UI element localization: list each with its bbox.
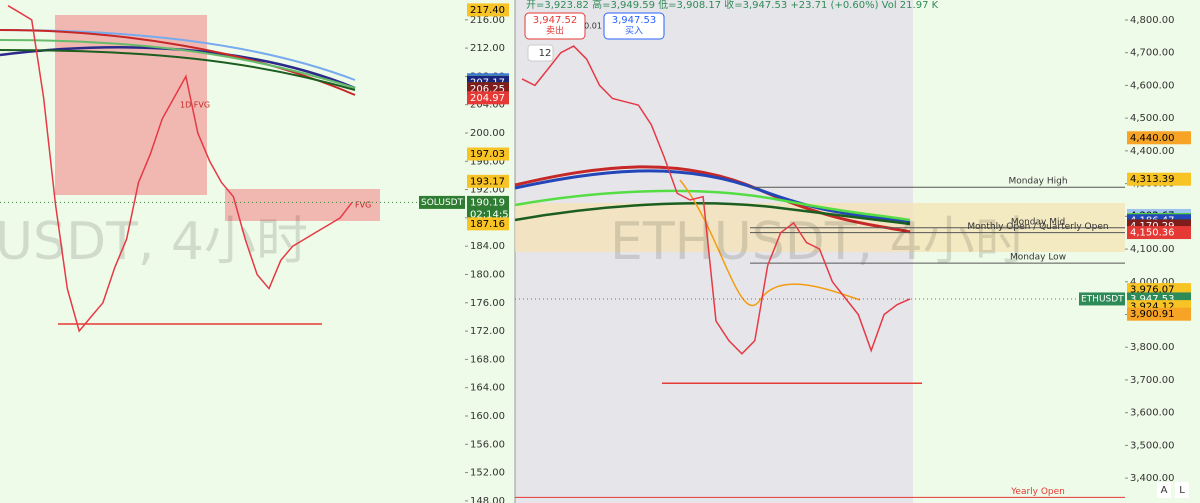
y-tick-label: 4,000.00	[1130, 277, 1175, 288]
watermark: ETHUSDT, 4小时	[610, 212, 1027, 272]
countdown: 02:14:50	[470, 209, 515, 220]
y-tick-label: 200.00	[470, 128, 505, 139]
level-label: Monday Mid	[1011, 217, 1065, 227]
ma-line	[679, 179, 861, 307]
price-tag-label: 190.19	[470, 197, 505, 208]
price-tag	[467, 217, 509, 231]
price-tag-label: 217.40	[470, 5, 505, 16]
ma-line	[514, 189, 911, 222]
y-tick-label: 160.00	[470, 411, 505, 422]
price-tag	[467, 91, 509, 105]
y-tick-label: 152.00	[470, 468, 505, 479]
price-tag	[467, 147, 509, 161]
y-tick-label: 168.00	[470, 354, 505, 365]
y-tick-label: 192.00	[470, 185, 505, 196]
y-tick-label: 3,700.00	[1130, 375, 1175, 386]
price-line	[521, 45, 911, 355]
y-tick-label: 176.00	[470, 298, 505, 309]
y-tick-label: 164.00	[470, 383, 505, 394]
price-tag-label: 3,976.07	[1130, 285, 1175, 296]
symbol-label: SOLUSDT	[421, 198, 464, 208]
price-tag-label: 187.16	[470, 219, 505, 230]
sell-button[interactable]	[524, 12, 586, 40]
price-tag	[1127, 172, 1191, 186]
price-tag	[467, 174, 509, 188]
y-tick-label: 4,500.00	[1130, 113, 1175, 124]
symbol-tag	[1079, 292, 1125, 306]
log-button[interactable]	[1175, 482, 1189, 498]
ma-line	[514, 202, 911, 226]
y-tick-label: 212.00	[470, 43, 505, 54]
chart-layer: USDT, 4小时 148.00 152.00 156.00 160.00 164.00 1…	[0, 3, 1191, 503]
price-tag	[467, 3, 509, 17]
level-label: Monday High	[1008, 177, 1067, 187]
price-line	[7, 5, 353, 333]
price-tag-label: 204.97	[470, 93, 505, 104]
buy-price: 3,947.53	[612, 15, 657, 26]
fvg-label: FVG	[355, 201, 371, 210]
level-label: Yearly Open	[1010, 487, 1065, 497]
price-tag-label: 4,313.39	[1130, 174, 1175, 185]
price-tag-label: 197.03	[470, 149, 505, 160]
fvg-label: 1D FVG	[180, 101, 210, 110]
price-tag-label: 193.17	[470, 176, 505, 187]
y-tick-label: 4,100.00	[1130, 244, 1175, 255]
y-tick-label: 3,600.00	[1130, 408, 1175, 419]
buy-label: 买入	[625, 26, 643, 37]
fvg-box	[225, 189, 380, 221]
ma-line	[0, 49, 356, 91]
price-tag	[1127, 226, 1191, 240]
y-tick-label: 172.00	[470, 326, 505, 337]
y-tick-label: 4,600.00	[1130, 80, 1175, 91]
watermark: USDT, 4小时	[0, 212, 308, 272]
y-tick-label: 216.00	[470, 15, 505, 26]
ma-line	[0, 39, 356, 89]
y-tick-label: 148.00	[470, 496, 505, 503]
toolbar: 3,947.52 卖出 0.01 3,947.53 买入 12 开=3,923.…	[524, 0, 1189, 498]
level-label: Monday Low	[1010, 253, 1066, 263]
spread: 0.01	[584, 22, 602, 31]
y-tick-label: 180.00	[470, 269, 505, 280]
symbol-tag	[419, 195, 465, 209]
y-tick-label: 3,500.00	[1130, 440, 1175, 451]
y-tick-label: 196.00	[470, 156, 505, 167]
y-tick-label: 204.00	[470, 100, 505, 111]
count-button[interactable]	[527, 44, 554, 62]
sell-price: 3,947.52	[533, 15, 578, 26]
y-tick-label: 4,700.00	[1130, 48, 1175, 59]
price-tag	[1127, 307, 1191, 321]
y-tick-label: 4,400.00	[1130, 146, 1175, 157]
buy-button[interactable]	[603, 12, 665, 40]
y-tick-label: 184.00	[470, 241, 505, 252]
price-tag-label: 206.25	[470, 84, 505, 95]
y-tick-label: 3,400.00	[1130, 473, 1175, 484]
log-label: L	[1179, 485, 1185, 496]
ohlc-header: 开=3,923.82 高=3,949.59 低=3,908.17 收=3,947…	[526, 0, 939, 11]
price-tag-label: 4,440.00	[1130, 133, 1175, 144]
level-label: Monthly Open / Quarterly Open	[967, 222, 1108, 232]
price-tag-label: 4,150.36	[1130, 228, 1175, 239]
sell-label: 卖出	[546, 25, 564, 37]
auto-label: A	[1161, 485, 1168, 496]
symbol-label: ETHUSDT	[1081, 294, 1124, 304]
y-tick-label: 156.00	[470, 439, 505, 450]
price-tag-label: 3,947.53	[1130, 294, 1175, 305]
price-tag-label: 3,900.91	[1130, 309, 1175, 320]
auto-button[interactable]	[1157, 482, 1171, 498]
price-tag-label: 3,924.12	[1130, 302, 1175, 313]
count: 12	[539, 48, 552, 59]
right-axis-bg	[1125, 0, 1200, 503]
y-tick-label: 3,800.00	[1130, 342, 1175, 353]
y-tick-label: 4,800.00	[1130, 15, 1175, 26]
price-tag	[1127, 131, 1191, 145]
